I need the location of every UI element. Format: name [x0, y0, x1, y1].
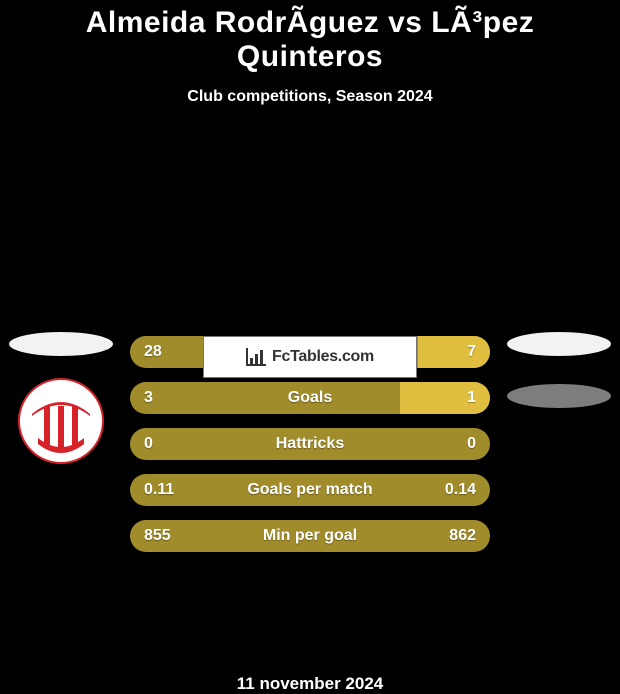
left-player-column: [8, 332, 114, 469]
stat-row: 0Hattricks0: [130, 428, 490, 460]
stat-label: Min per goal: [130, 520, 490, 552]
chart-icon: [246, 348, 266, 366]
stat-right-value: 862: [449, 520, 476, 552]
content-area: 28Matches73Goals10Hattricks00.11Goals pe…: [0, 336, 620, 656]
stat-label: Goals per match: [130, 474, 490, 506]
subtitle: Club competitions, Season 2024: [0, 88, 620, 106]
source-badge: FcTables.com: [203, 336, 417, 378]
stat-right-value: 0: [467, 428, 476, 460]
stat-right-value: 1: [467, 382, 476, 414]
comparison-infographic: Almeida RodrÃ­guez vs LÃ³pez Quinteros C…: [0, 0, 620, 580]
player-silhouette-placeholder: [9, 332, 113, 356]
stat-label: Hattricks: [130, 428, 490, 460]
stat-row: 3Goals1: [130, 382, 490, 414]
stat-row: 855Min per goal862: [130, 520, 490, 552]
right-player-column: [506, 332, 612, 408]
page-title: Almeida RodrÃ­guez vs LÃ³pez Quinteros: [0, 6, 620, 74]
source-badge-label: FcTables.com: [272, 348, 374, 366]
stat-right-value: 0.14: [445, 474, 476, 506]
stat-row: 0.11Goals per match0.14: [130, 474, 490, 506]
club-logo-placeholder: [507, 384, 611, 408]
player-silhouette-placeholder: [507, 332, 611, 356]
stat-label: Goals: [130, 382, 490, 414]
date-label: 11 november 2024: [0, 674, 620, 694]
stat-right-value: 7: [467, 336, 476, 368]
club-logo-icon: [18, 378, 104, 469]
